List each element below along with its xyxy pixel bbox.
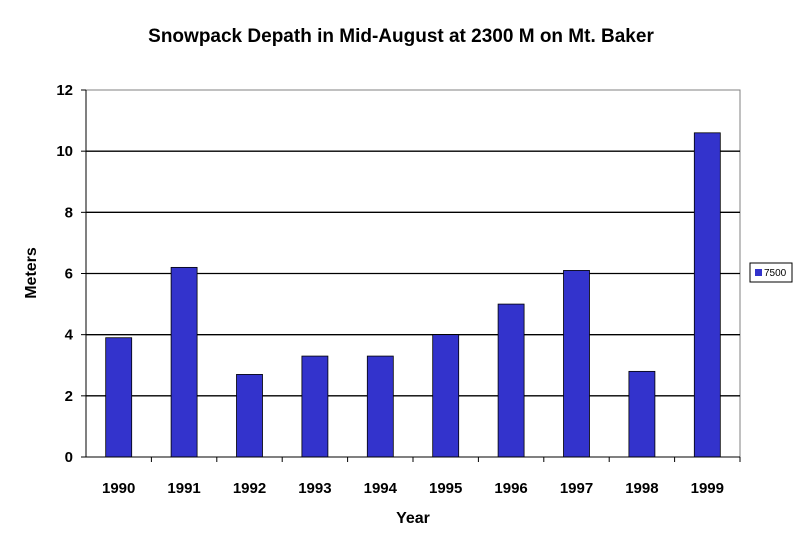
bar-1991: [170, 266, 198, 458]
x-tick-label: 1998: [625, 480, 658, 497]
legend: 7500: [749, 262, 793, 283]
y-tick-label: 12: [56, 82, 73, 99]
y-axis-label: Meters: [23, 247, 40, 299]
y-tick-label: 2: [65, 388, 73, 405]
legend-box: [749, 262, 793, 283]
chart-title: Snowpack Depath in Mid-August at 2300 M …: [148, 26, 654, 47]
x-tick-label: 1997: [560, 480, 593, 497]
bar-1999: [693, 132, 721, 458]
x-tick-label: 1994: [364, 480, 398, 497]
bar-1997: [563, 270, 590, 458]
legend-swatch: [755, 269, 762, 276]
y-tick-label: 10: [56, 143, 73, 160]
y-tick-labels: 0 2 4 6 8 10 12: [56, 82, 86, 466]
x-axis-label: Year: [396, 510, 430, 527]
y-tick-label: 6: [65, 266, 73, 283]
y-tick-label: 0: [65, 449, 73, 466]
bar-1996: [497, 303, 525, 458]
bar-1998: [628, 370, 656, 458]
x-tick-label: 1999: [691, 480, 724, 497]
x-tick-label: 1990: [102, 480, 135, 497]
legend-label: 7500: [764, 268, 787, 279]
x-tick-labels: 1990 1991 1992 1993 1994 1995 1996 1997 1998 1999: [102, 457, 741, 497]
x-tick-label: 1995: [429, 480, 462, 497]
x-tick-label: 1991: [167, 480, 200, 497]
bar-1993: [301, 355, 329, 458]
y-tick-label: 4: [65, 327, 74, 344]
x-tick-label: 1993: [298, 480, 331, 497]
bars: [105, 132, 721, 458]
x-tick-label: 1992: [233, 480, 266, 497]
bar-1992: [236, 374, 263, 458]
bar-1994: [366, 355, 394, 458]
bar-1995: [432, 334, 460, 458]
bar-1990: [105, 337, 133, 458]
y-tick-label: 8: [65, 204, 73, 221]
x-tick-label: 1996: [494, 480, 527, 497]
